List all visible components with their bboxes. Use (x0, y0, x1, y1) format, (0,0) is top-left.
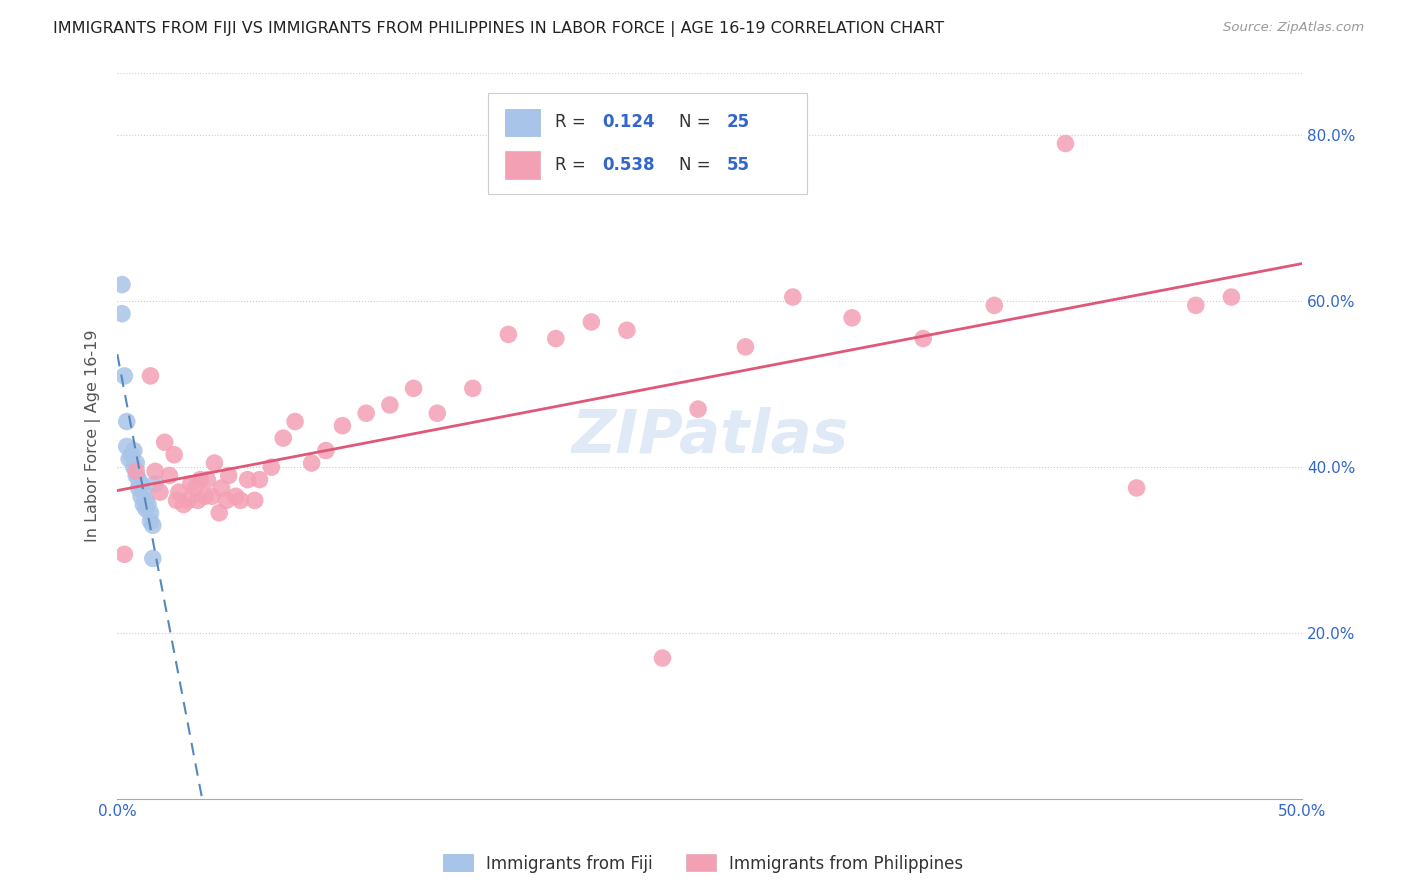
Point (332, 418, 354, 433)
Point (142, 518, 165, 533)
Point (315, 443, 337, 458)
Point (125, 456, 148, 470)
Point (544, 332, 567, 346)
Point (129, 476, 152, 491)
Point (157, 468, 180, 483)
Point (139, 514, 162, 528)
Point (129, 489, 152, 503)
Point (204, 456, 226, 470)
Point (734, 340, 756, 354)
FancyBboxPatch shape (505, 109, 540, 136)
Point (1054, 136, 1077, 151)
Text: N =: N = (679, 113, 716, 131)
Point (461, 381, 484, 395)
Point (153, 435, 176, 450)
Point (218, 468, 240, 483)
Point (112, 547, 135, 561)
Point (115, 439, 138, 453)
Point (125, 468, 148, 483)
Point (284, 415, 307, 429)
FancyBboxPatch shape (488, 94, 807, 194)
Point (143, 464, 166, 478)
Point (180, 476, 202, 491)
FancyBboxPatch shape (505, 152, 540, 179)
Legend: Immigrants from Fiji, Immigrants from Philippines: Immigrants from Fiji, Immigrants from Ph… (436, 847, 970, 880)
Point (378, 398, 401, 412)
Point (139, 506, 162, 520)
Point (782, 290, 804, 304)
Point (177, 493, 200, 508)
Point (402, 381, 425, 395)
Point (122, 443, 145, 458)
Point (187, 493, 209, 508)
Point (211, 481, 233, 495)
Point (143, 476, 166, 491)
Point (136, 498, 159, 512)
Point (983, 298, 1005, 312)
Point (260, 460, 283, 475)
Point (426, 406, 449, 420)
Point (135, 493, 157, 508)
Text: 0.124: 0.124 (602, 113, 655, 131)
Point (912, 332, 935, 346)
Text: N =: N = (679, 156, 716, 174)
Point (581, 315, 603, 329)
Text: IMMIGRANTS FROM FIJI VS IMMIGRANTS FROM PHILIPPINES IN LABOR FORCE | AGE 16-19 C: IMMIGRANTS FROM FIJI VS IMMIGRANTS FROM … (53, 21, 945, 37)
Text: R =: R = (554, 113, 591, 131)
Point (229, 493, 252, 508)
Point (301, 456, 323, 470)
Point (1220, 290, 1243, 304)
Point (121, 448, 143, 462)
Point (125, 464, 148, 478)
Point (841, 310, 863, 325)
Point (173, 498, 195, 512)
Point (194, 489, 217, 503)
Point (111, 307, 134, 321)
Point (201, 489, 224, 503)
Point (122, 460, 145, 475)
Text: 0.538: 0.538 (602, 156, 655, 174)
Point (271, 431, 294, 445)
Point (686, 402, 709, 417)
Point (167, 485, 190, 500)
Point (616, 323, 638, 337)
Point (139, 368, 162, 383)
Point (115, 415, 138, 429)
Point (132, 498, 155, 512)
Point (128, 481, 150, 495)
Text: Source: ZipAtlas.com: Source: ZipAtlas.com (1223, 21, 1364, 34)
Point (651, 651, 673, 665)
Text: ZIPatlas: ZIPatlas (571, 407, 848, 466)
Point (163, 448, 186, 462)
Point (354, 406, 377, 420)
Point (132, 485, 155, 500)
Point (195, 473, 218, 487)
Point (1125, 481, 1147, 495)
Point (208, 506, 231, 520)
Point (236, 473, 259, 487)
Point (112, 368, 135, 383)
Point (249, 473, 271, 487)
Point (188, 473, 211, 487)
Point (128, 473, 150, 487)
Text: R =: R = (554, 156, 591, 174)
Point (243, 493, 266, 508)
Point (225, 489, 247, 503)
Point (111, 277, 134, 292)
Point (142, 551, 165, 566)
Point (1185, 298, 1208, 312)
Y-axis label: In Labor Force | Age 16-19: In Labor Force | Age 16-19 (86, 330, 101, 542)
Point (135, 501, 157, 516)
Point (215, 493, 238, 508)
Point (118, 451, 141, 466)
Point (184, 481, 207, 495)
Point (166, 493, 188, 508)
Text: 55: 55 (727, 156, 749, 174)
Text: 25: 25 (727, 113, 749, 131)
Point (498, 327, 520, 342)
Point (149, 485, 172, 500)
